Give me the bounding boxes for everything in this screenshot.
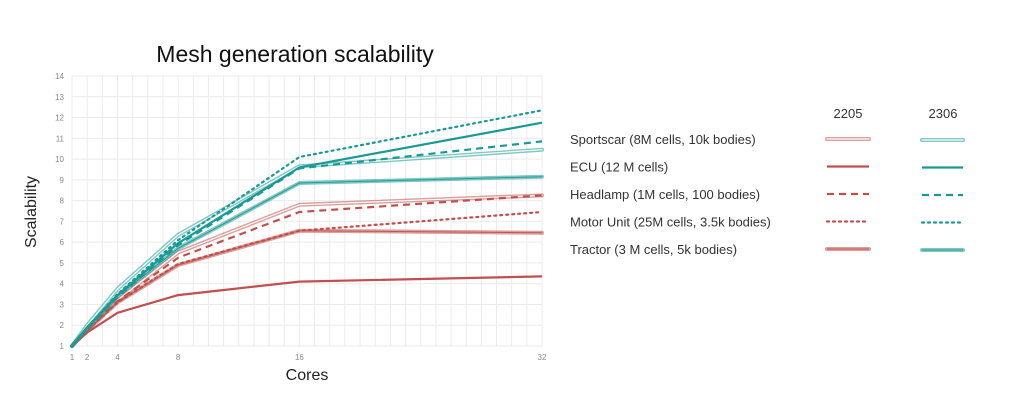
y-tick-label: 13 bbox=[55, 93, 64, 102]
x-tick-label: 16 bbox=[295, 353, 304, 362]
x-axis-title: Cores bbox=[286, 367, 329, 384]
y-tick-label: 7 bbox=[60, 217, 65, 226]
series-line-2306-dashed bbox=[71, 140, 543, 347]
legend-label: ECU (12 M cells) bbox=[570, 160, 668, 175]
series-line-2306-thick bbox=[70, 174, 544, 348]
x-tick-label: 1 bbox=[70, 353, 75, 362]
y-tick-label: 3 bbox=[60, 300, 65, 309]
legend-label: Motor Unit (25M cells, 3.5k bodies) bbox=[570, 215, 771, 230]
series-line-2205-thick-stroke bbox=[70, 228, 544, 348]
y-tick-label: 9 bbox=[60, 176, 65, 185]
x-tick-label: 8 bbox=[176, 353, 181, 362]
chart-title: Mesh generation scalability bbox=[156, 41, 434, 67]
x-tick-labels: 1 2 4 8 16 32 bbox=[70, 353, 547, 362]
y-tick-label: 8 bbox=[60, 197, 65, 206]
x-tick-label: 32 bbox=[538, 353, 547, 362]
legend: 2205 2306 Sportscar (8M cells, 10k bodie… bbox=[570, 106, 965, 257]
grid bbox=[71, 75, 543, 347]
x-tick-label: 4 bbox=[115, 353, 120, 362]
series-line-2306-dotted bbox=[70, 109, 544, 348]
series-line-2306-thick-core bbox=[71, 176, 543, 347]
series-line-2306-dotted-stroke bbox=[70, 109, 544, 348]
legend-label: Headlamp (1M cells, 100 bodies) bbox=[570, 187, 760, 202]
legend-header-2205: 2205 bbox=[834, 106, 863, 121]
y-tick-label: 4 bbox=[60, 280, 65, 289]
legend-label: Tractor (3 M cells, 5k bodies) bbox=[570, 242, 737, 257]
x-tick-label: 2 bbox=[85, 353, 90, 362]
y-axis-title: Scalability bbox=[23, 176, 40, 248]
y-tick-label: 6 bbox=[60, 238, 65, 247]
y-tick-label: 10 bbox=[55, 155, 64, 164]
y-tick-label: 11 bbox=[56, 134, 65, 143]
series-line-2306-dashed-stroke bbox=[71, 140, 543, 347]
legend-label: Sportscar (8M cells, 10k bodies) bbox=[570, 132, 756, 147]
y-tick-label: 1 bbox=[60, 342, 65, 351]
series-line-2306-thick-stroke bbox=[70, 174, 544, 348]
legend-header-2306: 2306 bbox=[929, 106, 958, 121]
y-tick-label: 5 bbox=[60, 259, 65, 268]
y-tick-label: 2 bbox=[60, 321, 65, 330]
series-lines bbox=[70, 109, 544, 348]
series-line-2205-thick bbox=[70, 228, 544, 348]
y-tick-label: 14 bbox=[55, 72, 64, 81]
y-tick-label: 12 bbox=[55, 114, 64, 123]
